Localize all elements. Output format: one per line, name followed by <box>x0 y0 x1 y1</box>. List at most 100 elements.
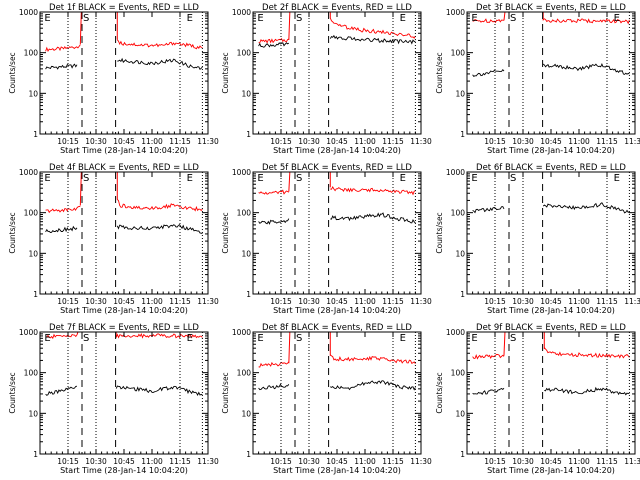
y-tick-label: 10 <box>28 249 38 258</box>
y-tick-label: 1 <box>33 130 38 139</box>
x-tick-label: 11:30 <box>197 457 219 466</box>
marker-label: E <box>257 13 263 24</box>
marker-label: S <box>83 13 89 24</box>
lld-trace <box>330 185 416 196</box>
x-tick-label: 11:00 <box>354 297 376 306</box>
y-tick-label: 10 <box>455 249 465 258</box>
x-tick-label: 10:15 <box>484 297 506 306</box>
plot-frame <box>39 171 209 295</box>
y-axis-label: Counts/sec <box>8 52 17 93</box>
panel-title: Det 6f BLACK = Events, RED = LLD <box>476 163 626 173</box>
marker-label: E <box>400 173 406 184</box>
lld-trace <box>116 39 203 50</box>
y-tick-label: 100 <box>451 209 466 218</box>
panel-title: Det 7f BLACK = Events, RED = LLD <box>49 323 199 333</box>
x-tick-label: 10:30 <box>85 457 107 466</box>
lld-trace <box>543 347 630 359</box>
plot-frame <box>466 11 636 135</box>
y-tick-label: 10 <box>455 409 465 418</box>
events-trace <box>544 386 630 396</box>
y-axis-label: Counts/sec <box>221 212 230 253</box>
x-tick-label: 10:30 <box>85 137 107 146</box>
panel-title: Det 9f BLACK = Events, RED = LLD <box>476 323 626 333</box>
lld-trace <box>258 361 290 368</box>
x-tick-label: 10:15 <box>484 457 506 466</box>
y-axis-label: Counts/sec <box>221 372 230 413</box>
x-tick-label: 11:15 <box>596 137 618 146</box>
x-tick-label: 10:30 <box>298 457 320 466</box>
marker-label: S <box>83 333 89 344</box>
y-tick-label: 10 <box>241 89 251 98</box>
plot-frame <box>466 331 636 455</box>
lld-trace <box>542 18 630 25</box>
x-tick-label: 10:45 <box>540 297 562 306</box>
y-tick-label: 10 <box>241 409 251 418</box>
marker-label: E <box>44 333 50 344</box>
marker-label: E <box>471 333 477 344</box>
marker-label: S <box>83 173 89 184</box>
plot-frame <box>252 331 422 455</box>
x-tick-label: 11:00 <box>354 137 376 146</box>
y-tick-label: 1 <box>33 450 38 459</box>
x-tick-label: 11:00 <box>568 457 590 466</box>
y-tick-label: 100 <box>237 209 252 218</box>
y-tick-label: 1 <box>246 290 251 299</box>
y-tick-label: 10 <box>241 249 251 258</box>
panel-traces <box>45 172 203 235</box>
x-tick-label: 11:15 <box>382 297 404 306</box>
lld-trace <box>116 199 203 212</box>
events-trace <box>116 223 203 235</box>
y-tick-label: 1000 <box>446 8 465 17</box>
marker-label: E <box>187 13 193 24</box>
x-tick-label: 11:15 <box>382 457 404 466</box>
x-tick-label: 10:15 <box>57 457 79 466</box>
x-axis-label: Start Time (28-Jan-14 10:04:20) <box>273 306 401 315</box>
panel-traces <box>258 172 416 225</box>
events-trace <box>472 68 505 77</box>
x-tick-label: 10:30 <box>85 297 107 306</box>
x-tick-label: 10:30 <box>512 457 534 466</box>
events-trace <box>542 62 630 75</box>
panel-title: Det 5f BLACK = Events, RED = LLD <box>262 163 412 173</box>
y-tick-label: 1 <box>460 290 465 299</box>
y-tick-label: 100 <box>237 369 252 378</box>
x-tick-label: 11:30 <box>410 297 432 306</box>
y-axis-label: Counts/sec <box>435 372 444 413</box>
x-tick-label: 10:45 <box>326 297 348 306</box>
lld-spike <box>79 12 82 45</box>
lld-trace <box>45 205 81 214</box>
marker-label: E <box>187 333 193 344</box>
x-tick-label: 11:15 <box>169 297 191 306</box>
x-tick-label: 10:45 <box>113 297 135 306</box>
x-tick-label: 11:30 <box>410 457 432 466</box>
panel-title: Det 3f BLACK = Events, RED = LLD <box>476 3 626 13</box>
x-tick-label: 11:00 <box>568 137 590 146</box>
x-axis-label: Start Time (28-Jan-14 10:04:20) <box>60 466 188 475</box>
y-tick-label: 10 <box>28 89 38 98</box>
y-tick-label: 100 <box>24 209 39 218</box>
plot-frame <box>39 331 209 455</box>
y-tick-label: 100 <box>451 369 466 378</box>
panel-title: Det 1f BLACK = Events, RED = LLD <box>49 3 199 13</box>
x-tick-label: 10:45 <box>113 137 135 146</box>
x-tick-label: 11:30 <box>624 137 640 146</box>
x-tick-label: 10:15 <box>270 137 292 146</box>
lld-spike <box>79 172 82 206</box>
x-tick-label: 11:30 <box>197 137 219 146</box>
panel-title: Det 2f BLACK = Events, RED = LLD <box>262 3 412 13</box>
x-axis-label: Start Time (28-Jan-14 10:04:20) <box>487 466 615 475</box>
lld-spike <box>288 172 291 192</box>
events-trace <box>472 387 505 395</box>
marker-label: E <box>187 173 193 184</box>
x-tick-label: 11:15 <box>169 457 191 466</box>
x-tick-label: 11:30 <box>410 137 432 146</box>
events-trace <box>115 385 203 396</box>
plot-frame <box>252 171 422 295</box>
lld-trace <box>330 354 416 365</box>
lld-spike <box>503 332 506 356</box>
x-tick-label: 11:30 <box>197 297 219 306</box>
x-tick-label: 10:30 <box>298 137 320 146</box>
